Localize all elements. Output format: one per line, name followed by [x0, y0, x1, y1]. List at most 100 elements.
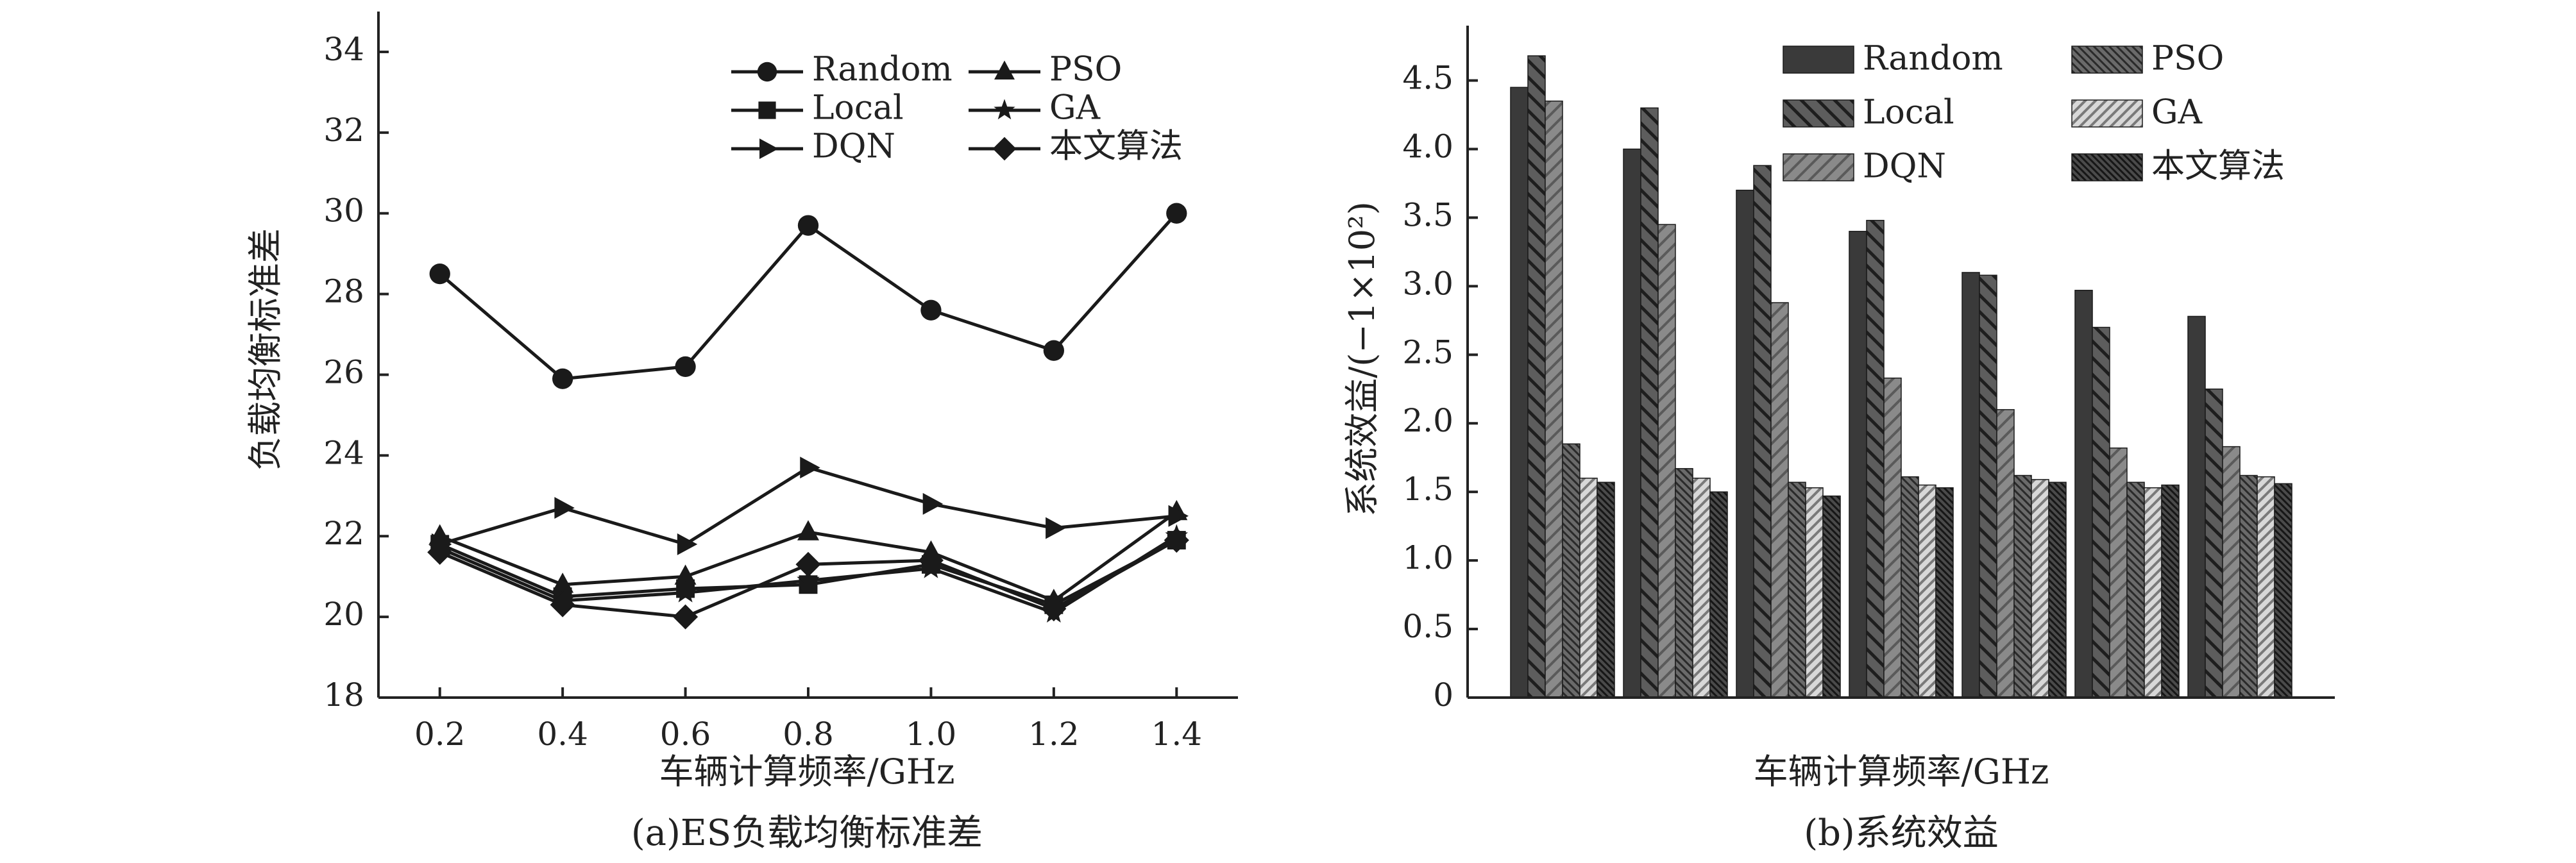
legend-item-Local: Local: [1783, 94, 1954, 132]
data-point: [675, 356, 696, 378]
y-axis-ticks-b: 0 0.5 1.0 1.5 2.0 2.5 3.0 3.5 4.0 4.5: [1402, 60, 1478, 714]
line-chart-a: 18 20 22 24 26 28 30 32 34 0.2 0.4 0.6 0.8 1.0 1.2 1.4…: [245, 12, 1238, 854]
bar-PSO: [1562, 443, 1580, 698]
bar-DQN: [1545, 100, 1563, 698]
bar-group-1.4: [2187, 315, 2292, 698]
data-point: [674, 580, 697, 603]
bar-group-1.0: [1962, 272, 2067, 698]
legend-swatch: [2071, 153, 2143, 181]
y-tick-label: 4.0: [1402, 128, 1453, 165]
bar-Local: [1640, 107, 1659, 698]
bar-GA: [1692, 478, 1711, 698]
data-point: [797, 520, 819, 540]
legend-swatch: [1783, 153, 1854, 181]
data-point: [795, 551, 821, 577]
y-tick-label: 22: [323, 515, 364, 552]
bar-DQN: [2222, 446, 2241, 698]
legend-item-Random: Random: [1783, 40, 2003, 78]
bar-Local: [2205, 389, 2223, 698]
bar-Local: [1866, 219, 1885, 698]
bar-GA: [2257, 476, 2275, 698]
bar-group-0.6: [1736, 165, 1841, 698]
y-tick-label: 30: [323, 192, 364, 230]
bar-group-1.2: [2074, 290, 2180, 698]
bar-DQN: [1657, 224, 1676, 698]
y-tick-label: 0: [1433, 676, 1453, 714]
data-point: [1046, 517, 1066, 539]
bar-DQN: [1996, 409, 2015, 698]
y-tick-label: 3.0: [1402, 265, 1453, 302]
x-tick-label: 0.2: [414, 716, 466, 753]
bar-Random: [1849, 231, 1867, 698]
legend-swatch: [1783, 46, 1854, 74]
data-point: [552, 368, 573, 389]
series-line: [439, 212, 1178, 381]
series-Random: [429, 203, 1187, 389]
y-tick-label: 26: [323, 353, 364, 390]
bar-Random: [1510, 87, 1529, 698]
data-point: [797, 568, 820, 591]
data-point: [429, 263, 450, 285]
bar-GA: [1579, 478, 1598, 698]
legend-marker: [994, 60, 1015, 80]
legend-item-PSO: PSO: [969, 51, 1122, 89]
bar-本文算法: [1822, 495, 1841, 698]
data-point: [677, 533, 698, 555]
data-point: [922, 492, 944, 515]
bar-DQN: [1770, 302, 1789, 698]
bar-Local: [1753, 165, 1772, 698]
legend-label: GA: [1049, 89, 1101, 128]
data-point: [918, 548, 944, 573]
legend-item-Random: Random: [731, 51, 953, 89]
legend-marker: [994, 99, 1015, 120]
bar-本文算法: [1597, 482, 1615, 698]
bar-GA: [2031, 479, 2049, 698]
y-axis-ticks-a: 18 20 22 24 26 28 30 32 34: [323, 31, 389, 714]
bar-Local: [2092, 326, 2110, 698]
bar-DQN: [1883, 377, 1902, 698]
data-point: [1166, 203, 1187, 224]
y-tick-label: 34: [323, 31, 364, 68]
legend-item-GA: GA: [969, 89, 1101, 128]
series-本文算法: [427, 527, 1189, 630]
y-tick-label: 2.5: [1402, 333, 1453, 371]
bar-本文算法: [2048, 482, 2067, 698]
bar-Local: [1527, 55, 1546, 698]
bar-group-0.4: [1623, 107, 1728, 698]
legend-label: Local: [1863, 94, 1954, 132]
bar-本文算法: [2274, 483, 2292, 698]
bar-本文算法: [1935, 487, 1954, 698]
legend-label: PSO: [2151, 40, 2224, 78]
legend-marker: [759, 138, 779, 159]
data-point: [554, 497, 575, 519]
legend-marker: [757, 62, 777, 82]
legend-swatch: [1783, 99, 1854, 128]
bar-PSO: [1675, 468, 1693, 698]
legend-item-DQN: DQN: [731, 128, 895, 166]
data-point: [920, 299, 942, 321]
y-tick-label: 32: [323, 112, 364, 149]
legend-label: Random: [812, 51, 953, 89]
legend-label: Random: [1863, 40, 2003, 78]
bar-series-group: [1510, 55, 2292, 698]
data-point: [1043, 340, 1065, 361]
bar-GA: [1805, 487, 1824, 698]
legend-label: Local: [812, 89, 904, 128]
bar-DQN: [2109, 447, 2128, 698]
legend-label: GA: [2151, 94, 2203, 132]
legend-item-DQN: DQN: [1783, 147, 1946, 186]
legend-swatch: [2071, 46, 2143, 74]
y-tick-label: 1.0: [1402, 539, 1453, 576]
caption-b: (b)系统效益: [1804, 812, 1999, 854]
y-tick-label: 3.5: [1402, 196, 1453, 233]
bar-PSO: [1901, 476, 1919, 698]
data-point: [1164, 527, 1189, 553]
legend-marker: [758, 101, 776, 119]
data-point: [673, 604, 699, 630]
legend-swatch: [2071, 99, 2143, 128]
x-tick-label: 0.6: [660, 716, 711, 753]
legend-label: 本文算法: [2151, 147, 2285, 186]
caption-a: (a)ES负载均衡标准差: [631, 812, 983, 854]
bar-PSO: [2013, 474, 2032, 698]
